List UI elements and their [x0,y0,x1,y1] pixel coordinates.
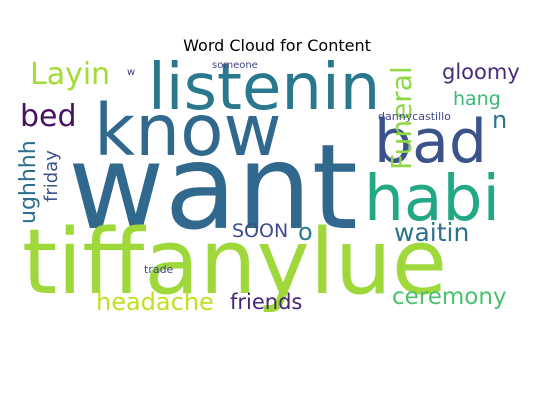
word-tiffanylue: tiffanylue [22,210,448,315]
word-bed: bed [20,99,77,134]
word-habi: habi [364,162,501,235]
word-listenin: listenin [148,51,381,125]
word-ughhhh: ughhhh [16,140,41,224]
word-ceremony: ceremony [392,284,507,310]
word-soon: SOON [232,220,289,242]
word-layin: Layin [30,57,111,92]
word-friday: friday [41,150,62,202]
word-know: know [94,89,282,172]
word-bad: bad [374,107,487,177]
word-headache: headache [96,288,214,316]
word-w: w [127,67,136,78]
chart-title: Word Cloud for Content [183,36,371,55]
word-o: o [298,218,313,246]
word-someone: someone [212,60,258,71]
word-n: n [492,106,508,134]
word-trade: trade [144,263,174,276]
word-waitin: waitin [394,218,470,247]
word-friends: friends [230,290,303,314]
word-gloomy: gloomy [442,60,520,84]
word-dannycastillo: dannycastillo [378,110,451,123]
word-want: want [68,118,358,256]
word-hang: hang [453,88,501,110]
